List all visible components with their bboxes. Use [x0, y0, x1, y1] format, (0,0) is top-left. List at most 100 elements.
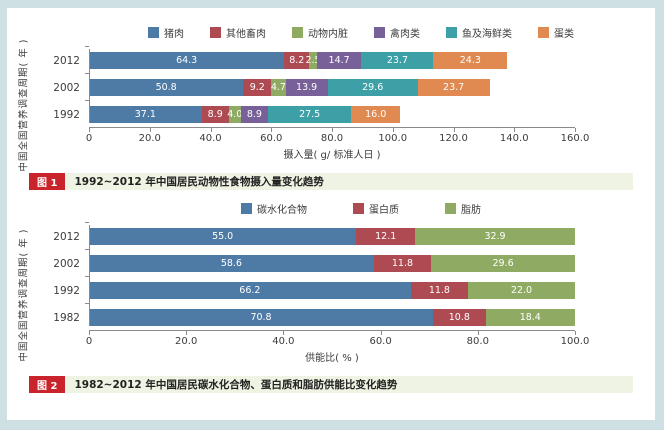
category-label: 1992	[53, 108, 80, 121]
bar-track: 55.0 12.1 32.9	[89, 228, 575, 245]
page: 猪肉 其他畜肉 动物内脏 禽肉类 鱼及海鲜类 蛋类 中国全国营养调查周期( 年 ) 201…	[7, 8, 655, 420]
x-axis-tick	[575, 331, 576, 335]
bar-segment: 13.9	[285, 79, 328, 96]
bar-value-label: 22.0	[510, 284, 533, 296]
figure-1-caption: 图 1 1992~2012 年中国居民动物性食物摄入量变化趋势	[29, 173, 633, 190]
bar-segment: 70.8	[89, 309, 434, 326]
legend-label: 动物内脏	[308, 29, 348, 40]
bar-segment: 55.0	[89, 228, 357, 245]
figure-1-badge: 图 1	[29, 173, 66, 190]
bar-segment: 23.7	[361, 52, 434, 69]
y-axis-title-text: 中国全国营养调查周期( 年 )	[18, 228, 30, 361]
bar-value-label: 24.3	[459, 54, 481, 66]
x-axis-tick	[186, 331, 188, 335]
category-label: 2002	[53, 257, 80, 270]
x-axis-tick	[89, 128, 90, 132]
bar-segment: 14.7	[316, 52, 362, 69]
bar-value-label: 66.2	[239, 284, 261, 296]
chart-animal-food-intake: 猪肉 其他畜肉 动物内脏 禽肉类 鱼及海鲜类 蛋类 中国全国营养调查周期( 年 ) 201…	[7, 25, 655, 171]
x-axis-tick-label: 120.0	[439, 133, 468, 144]
bar-value-label: 11.8	[428, 284, 450, 296]
bar-segment: 64.3	[89, 52, 285, 69]
bar-track: 70.8 10.8 18.4	[89, 309, 575, 326]
bar-segment: 9.2	[243, 79, 272, 96]
category-label: 2012	[53, 54, 80, 67]
category-label: 1982	[53, 311, 80, 324]
bar-track: 64.3 8.2 2.5 14.7 23.7 24.3	[89, 52, 575, 69]
bar-row: 2002 50.8 9.2 4.7 13.9 29.6 23.7	[37, 73, 575, 96]
x-axis-tick	[477, 331, 479, 335]
category-label: 2012	[53, 230, 80, 243]
bar-value-label: 29.6	[362, 81, 384, 93]
bar-segment: 50.8	[89, 79, 244, 96]
bar-segment: 8.9	[201, 106, 229, 123]
legend-swatch	[210, 27, 221, 38]
legend-label: 脂肪	[461, 205, 481, 216]
bar-value-label: 4.0	[227, 108, 243, 120]
figure-2-caption-text: 1982~2012 年中国居民碳水化合物、蛋白质和脂肪供能比变化趋势	[74, 379, 398, 391]
bar-row: 1992 66.2 11.8 22.0	[37, 276, 575, 299]
bar-segment: 18.4	[485, 309, 575, 326]
figure-2: 碳水化合物 蛋白质 脂肪 中国全国营养调查周期( 年 ) 2012 55.0 12.1 3…	[7, 201, 655, 393]
bar-value-label: 70.8	[250, 311, 272, 323]
bar-row: 2012 55.0 12.1 32.9	[37, 222, 575, 245]
bar-value-label: 55.0	[212, 230, 234, 242]
y-axis-title: 中国全国营养调查周期( 年 )	[7, 225, 37, 364]
bar-value-label: 27.5	[299, 108, 321, 120]
x-axis-tick	[149, 128, 151, 132]
x-axis-tick-label: 40.0	[272, 336, 295, 347]
x-axis: 0 20.0 40.0 60.0 80.0 100.0	[85, 330, 589, 348]
legend-label: 蛋白质	[369, 205, 399, 216]
bar-value-label: 50.8	[155, 81, 177, 93]
x-axis-tick-label: 20.0	[138, 133, 161, 144]
bar-segment: 8.2	[284, 52, 310, 69]
x-axis-tick-label: 100.0	[560, 336, 590, 347]
plot-area: 中国全国营养调查周期( 年 ) 2012 55.0 12.1 32.9 2002 58.6…	[7, 222, 655, 364]
legend-item: 碳水化合物	[241, 201, 307, 216]
legend-item: 猪肉	[148, 25, 184, 40]
bar-value-label: 64.3	[176, 54, 198, 66]
bar-segment: 10.8	[433, 309, 486, 326]
x-axis-tick	[514, 128, 516, 132]
x-axis-tick-label: 140.0	[499, 133, 529, 144]
x-axis-tick	[380, 331, 382, 335]
bar-value-label: 4.7	[270, 81, 286, 93]
legend-swatch	[241, 203, 252, 214]
legend-label: 碳水化合物	[257, 205, 307, 216]
x-axis-tick-label: 60.0	[369, 336, 392, 347]
chart-legend: 猪肉 其他畜肉 动物内脏 禽肉类 鱼及海鲜类 蛋类	[67, 25, 655, 40]
bar-value-label: 29.6	[492, 257, 514, 269]
bar-segment: 16.0	[351, 106, 401, 123]
chart-energy-ratio: 碳水化合物 蛋白质 脂肪 中国全国营养调查周期( 年 ) 2012 55.0 12.1 3…	[7, 201, 655, 364]
x-axis-tick	[332, 128, 333, 132]
legend-item: 其他畜肉	[210, 25, 266, 40]
bar-segment: 22.0	[468, 282, 575, 299]
bar-value-label: 8.9	[207, 108, 223, 120]
y-axis-title-text: 中国全国营养调查周期( 年 )	[18, 38, 30, 172]
bar-segment: 29.6	[327, 79, 418, 96]
x-axis-tick-label: 80.0	[320, 133, 344, 144]
legend-label: 猪肉	[164, 29, 184, 40]
bar-value-label: 10.8	[448, 311, 470, 323]
x-axis-title: 供能比( % )	[305, 353, 359, 364]
legend-item: 蛋白质	[353, 201, 399, 216]
bar-segment: 23.7	[417, 79, 490, 96]
bar-value-label: 12.1	[375, 230, 397, 242]
legend-swatch	[148, 27, 159, 38]
bar-segment: 66.2	[89, 282, 411, 299]
bar-row: 2002 58.6 11.8 29.6	[37, 249, 575, 272]
bar-value-label: 18.4	[519, 311, 541, 323]
x-axis-tick-label: 0	[85, 336, 93, 347]
legend-label: 禽肉类	[390, 29, 420, 40]
category-label: 1992	[53, 284, 80, 297]
bar-value-label: 23.7	[443, 81, 465, 93]
figure-1-caption-text: 1992~2012 年中国居民动物性食物摄入量变化趋势	[74, 176, 324, 188]
bar-track: 50.8 9.2 4.7 13.9 29.6 23.7	[89, 79, 575, 96]
bar-segment: 32.9	[415, 228, 575, 245]
bar-segment: 27.5	[267, 106, 352, 123]
plot-rows: 2012 64.3 8.2 2.5 14.7 23.7 24.3 2002 50.8 9.2 4.7…	[37, 46, 575, 123]
bar-value-label: 8.9	[246, 108, 262, 120]
bar-segment: 24.3	[433, 52, 508, 69]
figure-2-badge: 图 2	[29, 376, 66, 393]
bar-segment: 4.7	[270, 79, 286, 96]
